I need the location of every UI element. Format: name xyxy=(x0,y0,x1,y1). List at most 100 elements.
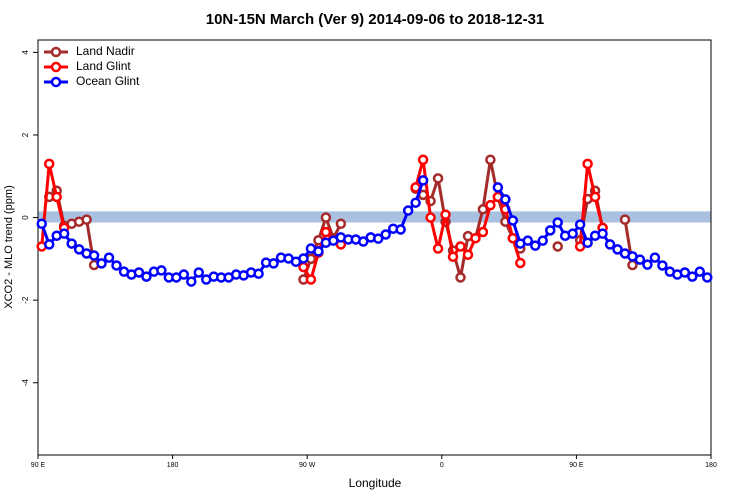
data-point xyxy=(335,218,347,230)
data-point xyxy=(440,209,451,220)
data-point xyxy=(634,254,646,265)
data-point xyxy=(470,232,481,244)
data-point xyxy=(96,258,107,269)
data-point xyxy=(73,244,85,255)
x-tick-label: 90 E xyxy=(31,462,46,469)
data-point xyxy=(58,228,70,239)
legend-label: Land Nadir xyxy=(76,44,135,58)
data-point xyxy=(552,241,563,252)
data-point xyxy=(522,235,534,246)
data-point xyxy=(574,219,586,230)
data-point xyxy=(552,217,563,228)
x-axis-label: Longitude xyxy=(349,476,402,490)
data-point xyxy=(544,225,556,236)
data-point xyxy=(702,272,713,283)
x-tick-label: 90 W xyxy=(299,462,316,469)
data-point xyxy=(380,229,391,240)
y-tick-label: -2 xyxy=(21,296,30,304)
data-point xyxy=(582,237,593,249)
legend-marker xyxy=(50,76,62,88)
data-point xyxy=(507,215,519,226)
data-point xyxy=(507,232,519,244)
data-point xyxy=(589,191,601,203)
data-point xyxy=(186,276,197,287)
data-point xyxy=(43,239,55,250)
data-point xyxy=(642,259,653,270)
data-point xyxy=(402,205,414,216)
series-line xyxy=(40,163,66,247)
data-point xyxy=(81,214,92,225)
data-point xyxy=(36,218,47,230)
data-point xyxy=(410,197,421,208)
y-tick-label: 2 xyxy=(21,132,30,137)
data-point xyxy=(298,261,309,273)
data-point xyxy=(425,212,436,223)
data-point xyxy=(492,182,504,193)
data-point xyxy=(133,267,145,278)
data-point xyxy=(657,260,668,271)
legend-marker xyxy=(50,61,62,73)
data-point xyxy=(500,194,511,205)
data-point xyxy=(51,191,62,203)
data-point xyxy=(597,228,608,239)
data-point xyxy=(43,158,55,170)
data-point xyxy=(530,240,541,251)
legend-label: Land Glint xyxy=(76,59,131,73)
y-tick-label: -4 xyxy=(21,379,30,387)
data-point xyxy=(320,212,332,223)
x-tick-label: 90 E xyxy=(569,462,584,469)
data-point xyxy=(604,239,616,250)
data-point xyxy=(477,226,489,238)
data-point xyxy=(477,204,489,215)
data-point xyxy=(649,252,661,263)
x-tick-label: 180 xyxy=(705,462,717,469)
data-point xyxy=(679,267,691,278)
x-tick-label: 180 xyxy=(167,462,179,469)
series-line xyxy=(578,163,605,247)
data-point xyxy=(627,259,638,271)
data-point xyxy=(455,272,466,283)
legend-label: Ocean Glint xyxy=(76,74,140,88)
data-point xyxy=(111,260,122,271)
y-tick-label: 4 xyxy=(21,50,30,55)
data-point xyxy=(141,271,152,282)
data-point xyxy=(156,265,167,276)
data-point xyxy=(694,266,706,277)
data-point xyxy=(687,271,698,282)
data-point xyxy=(320,226,332,238)
data-point xyxy=(447,251,459,263)
data-point xyxy=(485,154,496,166)
legend-marker xyxy=(50,46,62,58)
data-point xyxy=(417,154,429,166)
y-tick-label: 0 xyxy=(21,215,30,220)
data-point xyxy=(298,253,309,264)
data-point xyxy=(432,243,444,254)
data-point xyxy=(619,214,631,225)
data-point xyxy=(103,252,115,263)
data-point xyxy=(253,268,264,279)
data-point xyxy=(515,257,526,269)
data-point xyxy=(372,233,384,244)
data-point xyxy=(537,235,548,246)
data-point xyxy=(358,236,369,247)
y-axis-label: XCO2 - MLO trend (ppm) xyxy=(3,185,15,308)
data-point xyxy=(66,238,77,249)
data-point xyxy=(417,175,429,186)
data-point xyxy=(567,228,578,239)
data-point xyxy=(462,249,474,260)
data-point xyxy=(485,199,496,211)
data-point xyxy=(313,246,324,257)
data-point xyxy=(582,158,593,170)
x-tick-label: 0 xyxy=(440,462,444,469)
data-point xyxy=(455,241,466,252)
data-point xyxy=(305,274,317,285)
data-point xyxy=(178,269,190,280)
chart-title: 10N-15N March (Ver 9) 2014-09-06 to 2018… xyxy=(206,11,545,28)
data-point xyxy=(395,224,406,235)
data-point xyxy=(432,173,444,184)
data-point xyxy=(268,258,279,269)
data-point xyxy=(612,244,623,255)
reference-band xyxy=(38,211,711,223)
